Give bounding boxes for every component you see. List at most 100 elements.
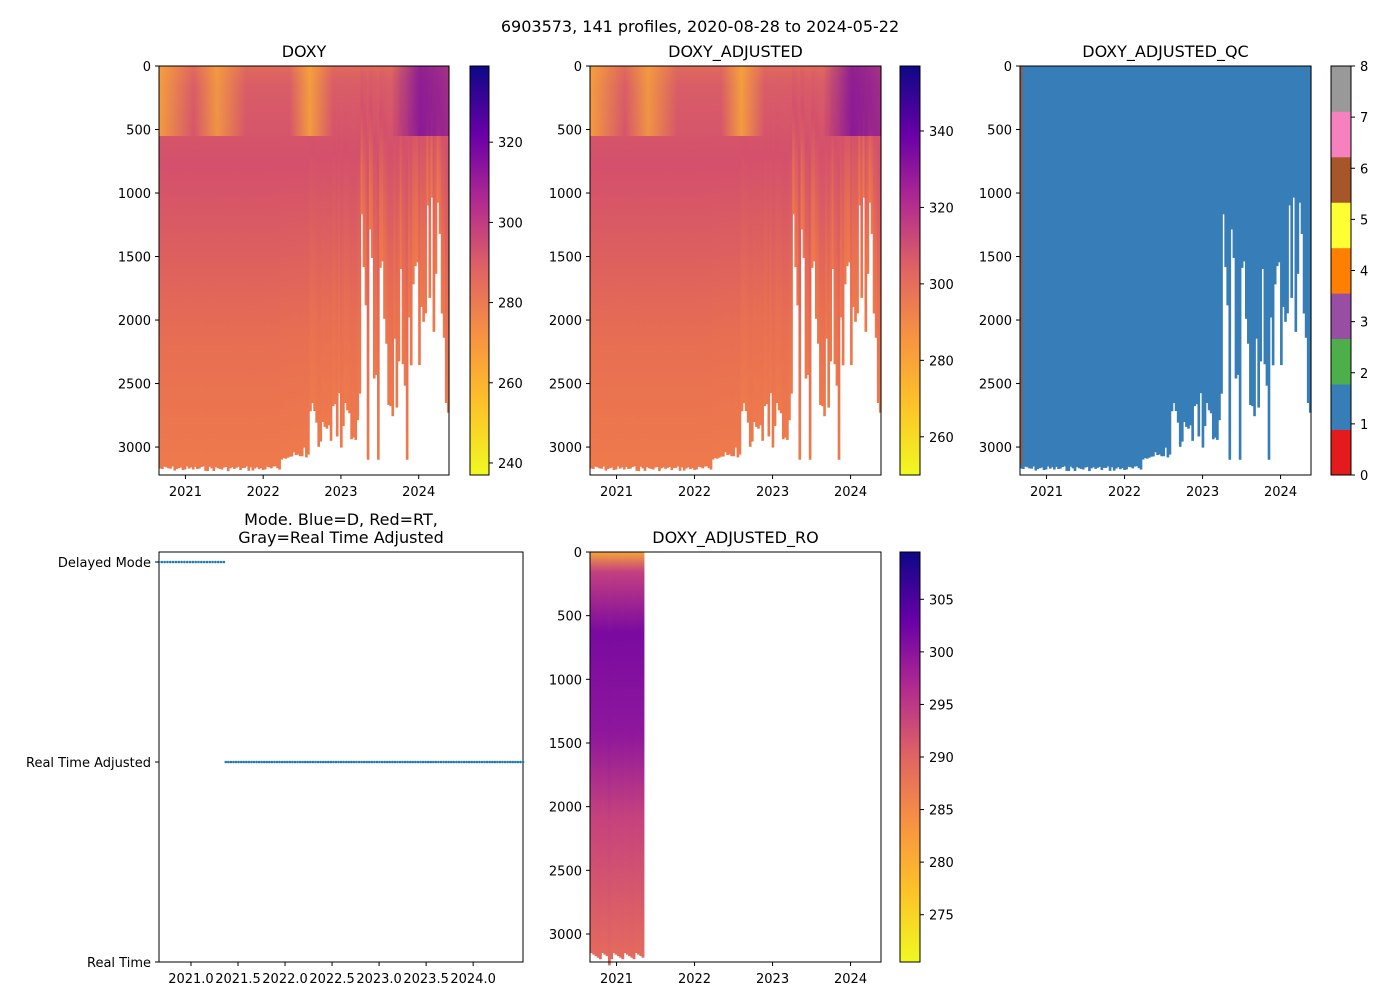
mode-point [285,760,289,764]
chart-doxy_adjusted: DOXY_ADJUSTED 2021 2022 2023 2024 0 500 1000 150… [549,42,954,500]
mode-point [324,760,328,764]
profile-column [614,66,618,470]
profile-column [270,66,273,469]
mode-point [260,760,263,764]
profile-column [1207,66,1211,411]
mode-point [452,760,456,764]
profile-column [251,66,255,471]
profile-column [740,66,744,412]
mode-point [214,560,217,564]
profile-column [637,552,640,955]
profile-column [746,66,750,423]
mode-point [516,760,520,764]
profile-column [1092,66,1095,468]
y-tick-label: 2000 [118,314,151,329]
y-tick-label: 1500 [549,737,582,752]
mode-point [357,760,361,764]
mode-point [467,760,471,764]
y-tick-label: 1000 [118,187,151,202]
profile-column [189,66,193,468]
profile-column [641,66,645,469]
profile-column [753,66,756,423]
profile-column [418,66,421,366]
profile-column [616,66,620,467]
profile-column [1193,66,1197,407]
mode-point [332,760,335,764]
profile-column [420,66,423,307]
profile-column [1050,66,1054,468]
profile-column [757,66,760,429]
mode-point [370,760,374,764]
colorbar-tick-label: 260 [929,431,954,446]
profile-column [598,66,601,469]
mode-point [239,760,243,764]
profile-column [276,66,279,469]
profile-column [720,66,723,457]
profile-column [1191,66,1194,441]
profile-column [284,66,288,459]
profile-column [633,66,636,467]
profile-column [1154,66,1157,453]
profile-column [1110,66,1114,468]
profile-column [590,552,593,954]
profile-column [1306,66,1310,403]
profile-column [411,66,415,285]
profile-column [200,66,203,467]
profile-column [161,66,164,469]
mode-point [342,760,345,764]
profile-column [397,66,401,362]
colorbar-tick-label: 300 [498,216,523,231]
mode-point [224,760,228,764]
mode-point [202,560,206,564]
y-tick-label: 1000 [549,187,582,202]
profile-column [300,66,304,457]
profile-column [1139,66,1143,470]
profile-column [1304,66,1308,338]
x-tick-label: 2024 [834,485,867,500]
mode-point [396,760,399,764]
mode-point [514,760,517,764]
colorbar-tick-label: 280 [929,354,954,369]
profile-column [342,66,345,427]
profile-column [1036,66,1040,470]
profile-column [1203,66,1207,427]
profile-column [1125,66,1128,470]
mode-point [439,760,443,764]
profile-column [1238,66,1242,460]
x-tick-label: 2022 [678,485,711,500]
surface-layer [159,66,449,136]
profile-column [1044,66,1048,470]
profile-column [1046,66,1050,467]
profile-column [185,66,189,467]
profile-column [1026,66,1029,468]
profile-column [253,66,257,469]
chart-doxy_adjusted_qc: DOXY_ADJUSTED_QC 2021 2022 2023 2024 0 500 1000… [979,42,1368,500]
profile-column [604,66,608,471]
mode-point [478,760,481,764]
profile-column [364,66,368,306]
profile-column [296,66,300,455]
profile-column [607,552,611,966]
mode-point [273,760,276,764]
profile-column [243,66,246,468]
profile-column [598,552,602,960]
y-tick-label: Real Time [87,956,151,971]
profile-column [1162,66,1166,457]
profile-column [344,66,347,403]
profile-column [1286,66,1289,314]
colorbar-doxy_adjusted: 260 280 300 320 340 [899,65,954,476]
profile-column [1123,66,1126,470]
profile-column [385,66,388,344]
profile-column [1209,66,1213,414]
profile-column [1065,66,1069,471]
profile-column [777,66,781,411]
mode-point [483,760,486,764]
profile-column [1102,66,1106,468]
mode-point [280,760,284,764]
profile-column [775,66,779,403]
mode-point [488,760,491,764]
profile-column [1127,66,1130,467]
colorbar-gradient [900,66,920,475]
profile-column [605,552,609,957]
x-tick-label: 2021 [169,485,202,500]
